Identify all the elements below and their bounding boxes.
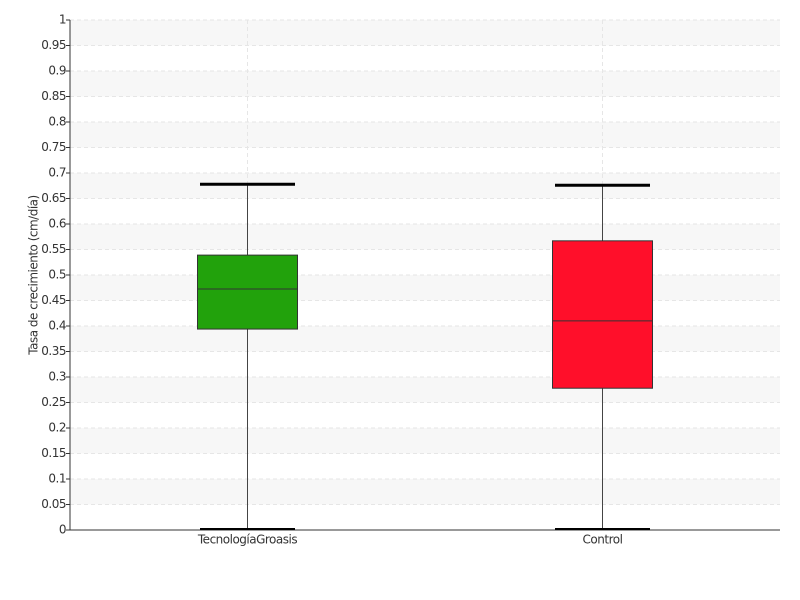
grid-band [70,428,780,454]
y-tick-label: 0.25 [41,395,66,409]
y-axis-label: Tasa de crecimiento (cm/día) [27,195,41,355]
grid-band [70,224,780,250]
y-tick-label: 0.9 [48,64,66,78]
grid-band [70,377,780,403]
box [197,254,298,330]
y-tick-label: 0 [59,523,66,537]
grid-band [70,479,780,505]
y-tick-label: 0.5 [48,268,66,282]
y-tick-label: 0.85 [41,89,66,103]
x-tick-label: TecnologíaGroasis [197,533,297,547]
y-tick-label: 0.45 [41,293,66,307]
y-tick-label: 0.15 [41,446,66,460]
y-tick-label: 0.75 [41,140,66,154]
box [552,240,653,389]
y-tick-label: 0.6 [48,217,66,231]
y-tick-label: 0.95 [41,38,66,52]
grid-band [70,173,780,199]
x-tick-label: Control [583,533,623,547]
grid-band [70,20,780,46]
grid-band [70,326,780,352]
y-tick-label: 0.05 [41,497,66,511]
y-tick-label: 0.35 [41,344,66,358]
grid-band [70,71,780,97]
y-tick-label: 0.8 [48,115,66,129]
y-tick-label: 0.65 [41,191,66,205]
y-tick-label: 0.4 [48,319,66,333]
grid-band [70,122,780,148]
grid-band [70,275,780,301]
y-tick-label: 0.55 [41,242,66,256]
y-tick-label: 1 [59,13,66,27]
y-tick-label: 0.1 [48,472,66,486]
y-tick-label: 0.7 [48,166,66,180]
y-tick-label: 0.3 [48,370,66,384]
y-tick-label: 0.2 [48,421,66,435]
